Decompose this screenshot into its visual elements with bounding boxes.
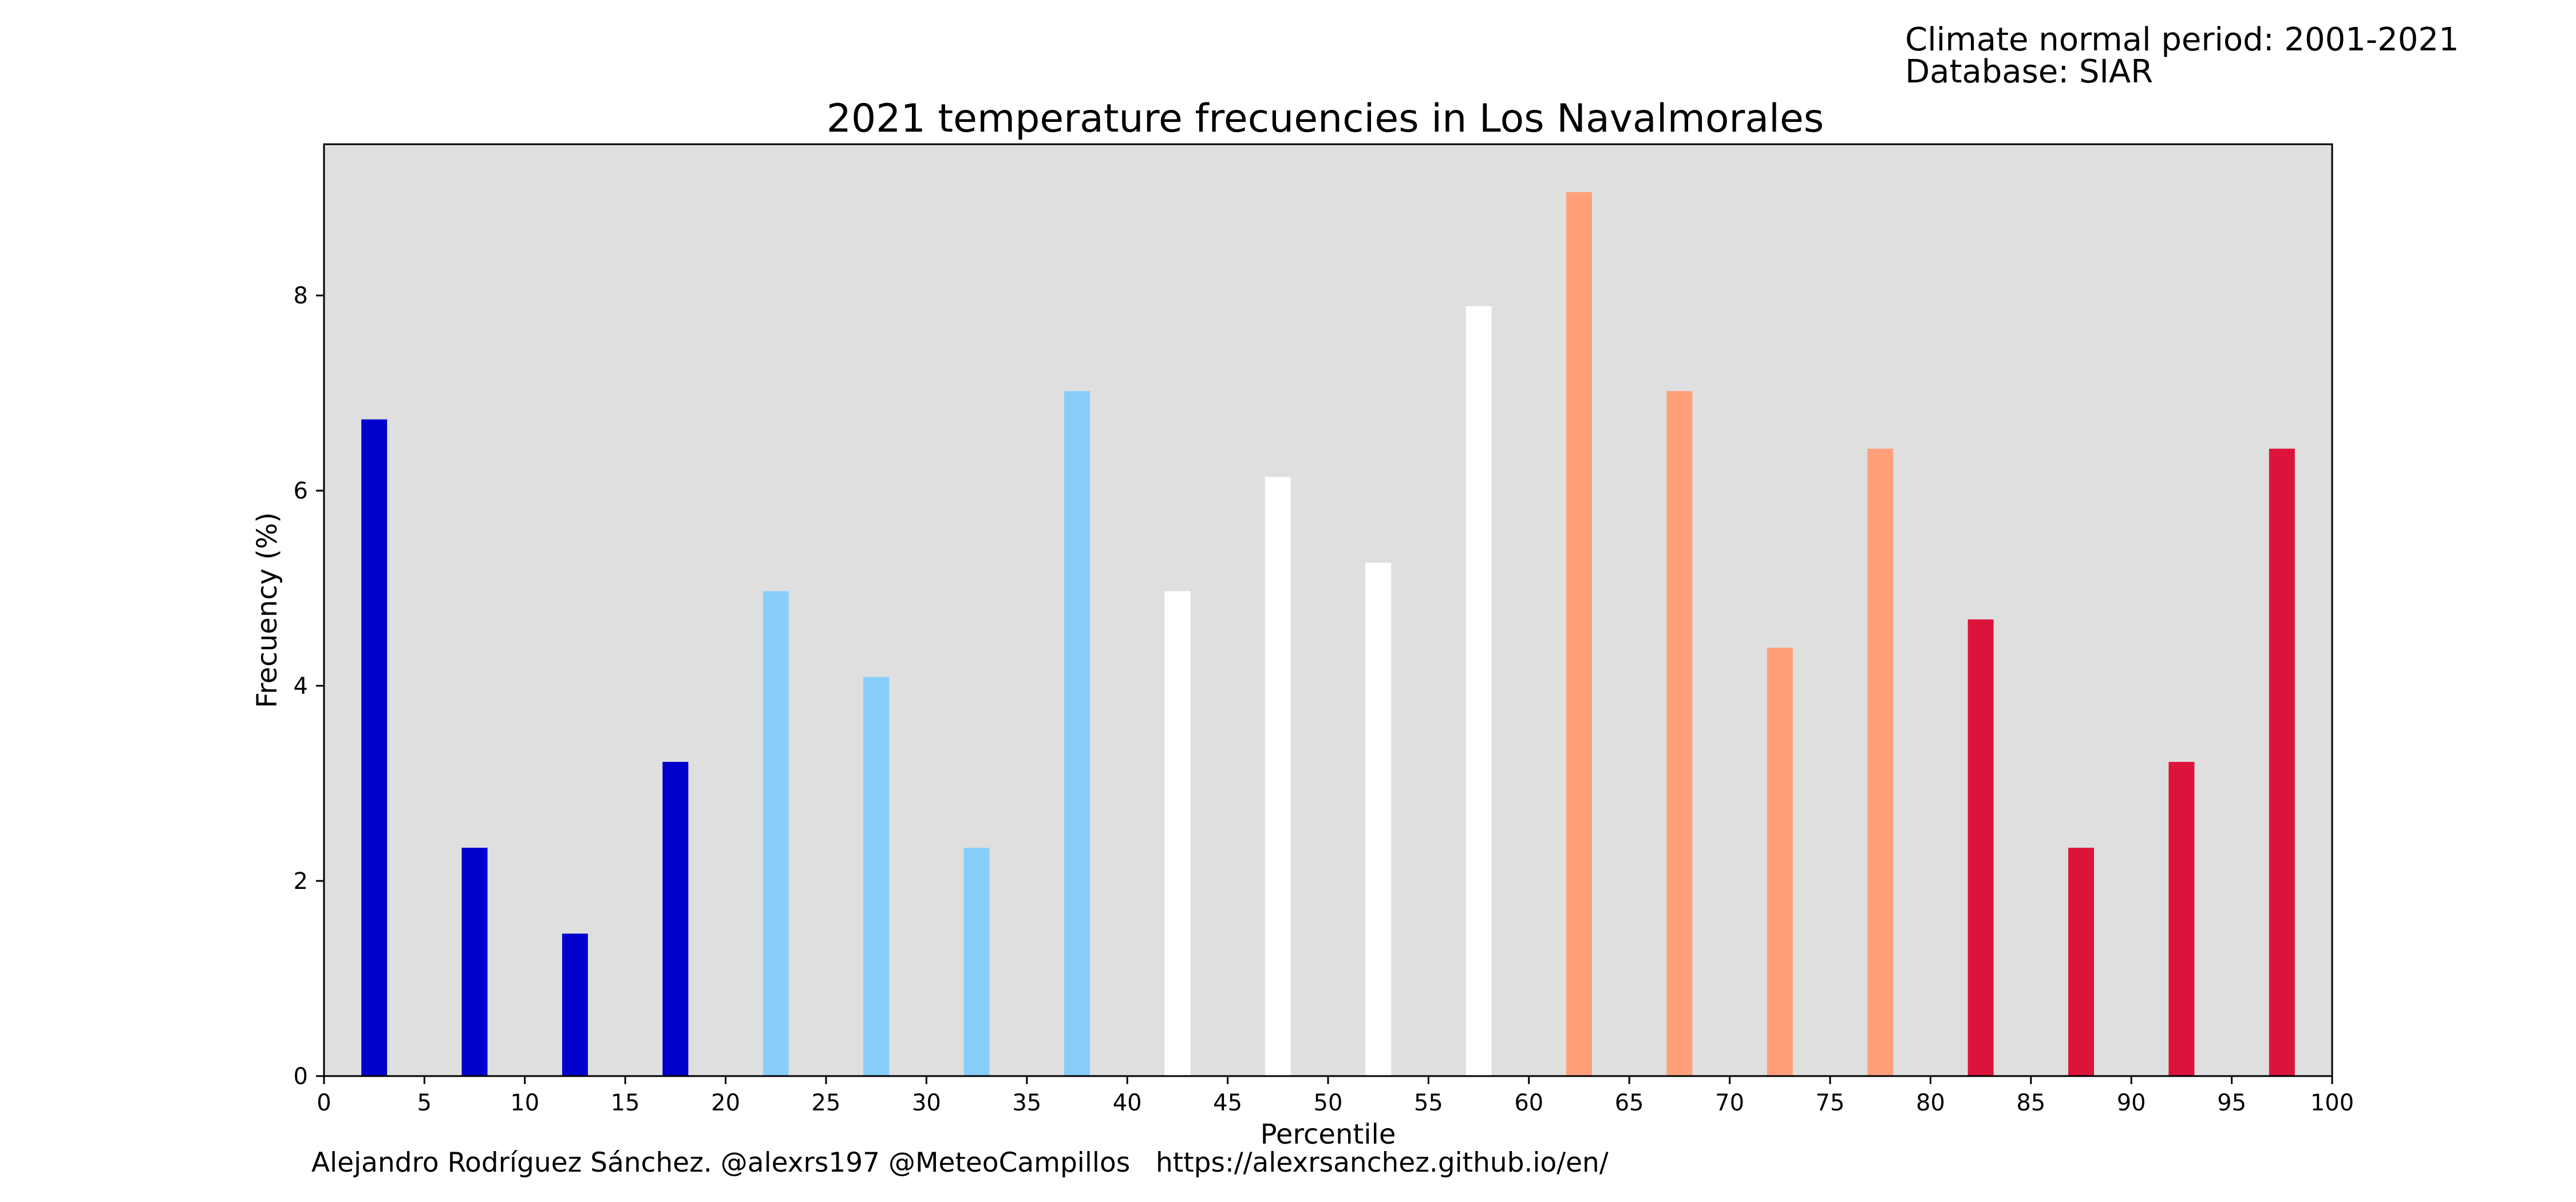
x-tick-label: 90 (2117, 1090, 2146, 1116)
x-tick-label: 65 (1615, 1090, 1644, 1116)
y-tick-label: 8 (294, 283, 308, 309)
x-axis-label: Percentile (1261, 1118, 1396, 1150)
x-tick-label: 75 (1816, 1090, 1845, 1116)
bar-percentile-62.5 (1566, 192, 1592, 1076)
x-tick-label: 5 (417, 1090, 432, 1116)
y-tick-label: 0 (294, 1063, 308, 1090)
bar-percentile-12.5 (562, 934, 588, 1076)
y-axis-label: Frecuency (%) (251, 512, 283, 708)
x-tick-label: 20 (711, 1090, 740, 1116)
chart-info: Climate normal period: 2001-2021 Databas… (1905, 24, 2459, 88)
x-tick-label: 85 (2016, 1090, 2045, 1116)
bar-percentile-17.5 (662, 762, 689, 1076)
x-tick-label: 100 (2310, 1090, 2354, 1116)
x-tick-label: 10 (510, 1090, 539, 1116)
bar-percentile-67.5 (1666, 391, 1693, 1076)
x-tick-label: 25 (812, 1090, 841, 1116)
bar-percentile-87.5 (2068, 848, 2094, 1076)
climate-normal-period: Climate normal period: 2001-2021 (1905, 21, 2459, 58)
y-tick-label: 4 (294, 673, 308, 699)
x-tick-label: 60 (1514, 1090, 1543, 1116)
y-tick-label: 6 (294, 478, 308, 504)
x-tick-label: 55 (1414, 1090, 1443, 1116)
x-tick-label: 15 (611, 1090, 640, 1116)
x-tick-label: 35 (1012, 1090, 1041, 1116)
bar-percentile-32.5 (963, 848, 990, 1076)
x-tick-label: 70 (1715, 1090, 1744, 1116)
bar-percentile-27.5 (863, 677, 890, 1076)
bar-percentile-22.5 (762, 591, 789, 1076)
bar-percentile-2.5 (361, 419, 388, 1077)
bar-percentile-92.5 (2168, 762, 2195, 1076)
x-tick-label: 80 (1916, 1090, 1945, 1116)
bar-percentile-77.5 (1867, 448, 1894, 1077)
chart-title: 2021 temperature frecuencies in Los Nava… (826, 96, 1824, 141)
bar-percentile-57.5 (1465, 306, 1492, 1076)
credit-footer: Alejandro Rodríguez Sánchez. @alexrs197 … (311, 1147, 1609, 1179)
y-axis-ticks: 0 2 4 6 8 (294, 283, 324, 1090)
x-tick-label: 50 (1314, 1090, 1343, 1116)
x-tick-label: 30 (912, 1090, 941, 1116)
bar-percentile-82.5 (1967, 619, 1994, 1076)
bar-percentile-7.5 (461, 848, 488, 1076)
x-tick-label: 40 (1113, 1090, 1142, 1116)
bar-percentile-52.5 (1365, 563, 1392, 1076)
bar-percentile-37.5 (1064, 391, 1090, 1076)
x-tick-label: 95 (2217, 1090, 2246, 1116)
bar-percentile-72.5 (1767, 647, 1793, 1076)
bar-percentile-42.5 (1164, 591, 1191, 1076)
database-label: Database: SIAR (1905, 53, 2154, 90)
bars (361, 192, 2295, 1077)
bar-percentile-97.5 (2269, 448, 2295, 1077)
x-axis-ticks: 0 5 10 15 20 25 30 35 40 45 50 55 60 65 70 75 80 85 90 95 10… (317, 1076, 2354, 1116)
x-tick-label: 0 (317, 1090, 331, 1116)
x-tick-label: 45 (1213, 1090, 1242, 1116)
y-tick-label: 2 (294, 868, 308, 895)
bar-percentile-47.5 (1265, 477, 1291, 1076)
plot-background (324, 144, 2332, 1076)
